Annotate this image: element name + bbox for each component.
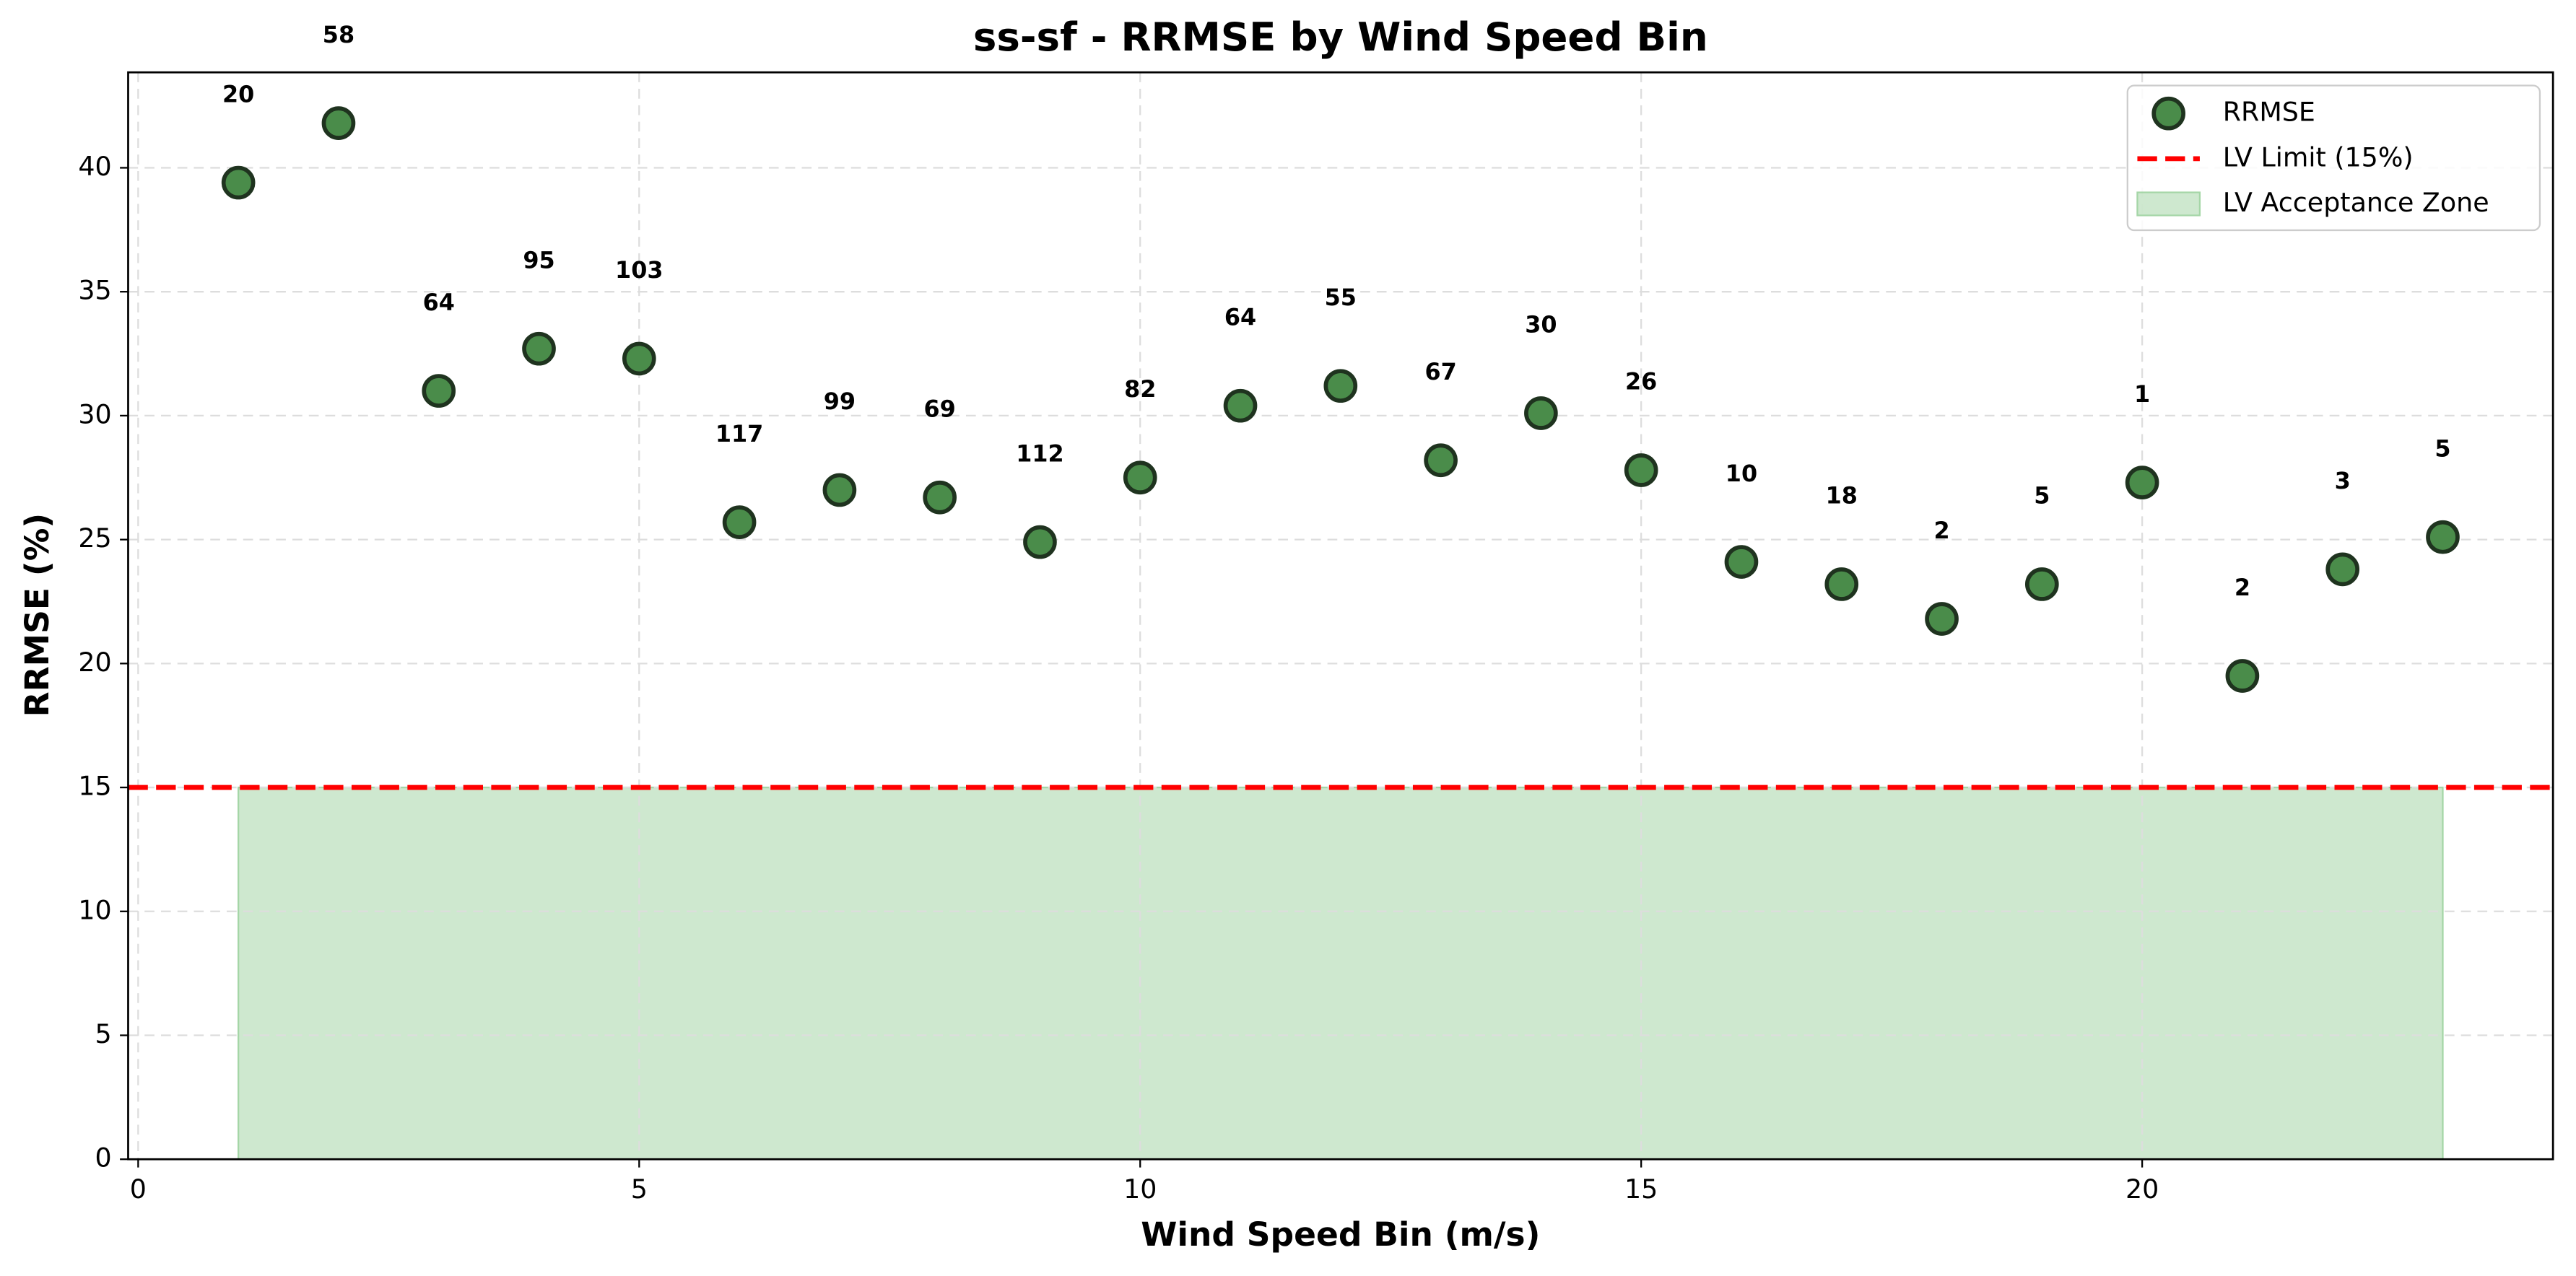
data-point — [1123, 460, 1157, 495]
x-tick-label: 0 — [130, 1174, 147, 1205]
x-tick-label: 20 — [2125, 1174, 2159, 1205]
point-label: 117 — [715, 420, 763, 447]
data-point — [822, 473, 857, 507]
data-point — [2225, 659, 2260, 693]
point-label: 99 — [824, 388, 856, 415]
data-point — [1724, 545, 1759, 579]
data-point — [321, 106, 356, 141]
point-label: 5 — [2034, 482, 2050, 510]
data-point — [1524, 396, 1558, 430]
y-tick-label: 0 — [95, 1142, 112, 1174]
point-label: 55 — [1325, 284, 1357, 311]
point-label: 95 — [523, 246, 554, 274]
point-label: 58 — [323, 21, 354, 48]
point-label: 103 — [615, 256, 663, 284]
data-point — [2025, 567, 2059, 601]
point-label: 2 — [1933, 517, 1949, 544]
data-point — [522, 331, 556, 366]
point-label: 3 — [2335, 467, 2351, 494]
point-label: 64 — [423, 289, 455, 316]
data-point — [1023, 525, 1057, 559]
point-label: 5 — [2434, 434, 2450, 462]
data-point — [1424, 443, 1458, 478]
data-point — [1925, 602, 1959, 636]
x-axis-label: Wind Speed Bin (m/s) — [1141, 1215, 1540, 1254]
y-tick-label: 35 — [78, 275, 111, 306]
data-point — [923, 480, 957, 515]
legend-label: LV Limit (15%) — [2223, 141, 2414, 172]
legend-label: RRMSE — [2223, 97, 2315, 128]
x-tick-label: 15 — [1624, 1174, 1658, 1205]
legend-marker — [2136, 191, 2201, 217]
y-tick-label: 5 — [95, 1018, 112, 1049]
point-label: 18 — [1826, 482, 1858, 510]
point-label: 20 — [222, 80, 254, 108]
acceptance-zone — [238, 786, 2444, 1161]
data-point — [1223, 388, 1258, 423]
legend-marker — [2151, 96, 2185, 131]
point-label: 30 — [1525, 311, 1557, 338]
point-label: 26 — [1625, 368, 1657, 396]
chart-title: ss-sf - RRMSE by Wind Speed Bin — [973, 14, 1708, 60]
y-tick-label: 40 — [78, 151, 111, 182]
data-point — [1323, 369, 1358, 403]
y-tick-label: 20 — [78, 647, 111, 678]
point-label: 1 — [2134, 380, 2150, 408]
data-point — [622, 341, 656, 376]
x-tick-label: 5 — [631, 1174, 648, 1205]
legend-box — [2126, 84, 2541, 232]
point-label: 69 — [924, 395, 956, 422]
point-label: 64 — [1224, 303, 1256, 331]
data-point — [1624, 453, 1658, 487]
point-label: 67 — [1424, 358, 1456, 385]
data-point — [722, 505, 757, 539]
y-tick-label: 10 — [78, 894, 111, 925]
point-label: 10 — [1726, 460, 1757, 487]
data-point — [221, 165, 256, 200]
x-tick-label: 10 — [1123, 1174, 1157, 1205]
data-point — [2426, 520, 2460, 554]
y-axis-label: RRMSE (%) — [18, 513, 56, 717]
point-label: 82 — [1124, 375, 1156, 403]
y-tick-label: 25 — [78, 523, 111, 554]
y-tick-label: 30 — [78, 398, 111, 429]
plot-frame — [127, 71, 2554, 1161]
point-label: 112 — [1016, 440, 1063, 467]
data-point — [422, 374, 456, 408]
data-point — [1824, 567, 1859, 601]
y-tick-label: 15 — [78, 771, 111, 802]
data-point — [2125, 466, 2159, 499]
point-label: 2 — [2235, 574, 2250, 601]
data-point — [2325, 552, 2360, 587]
legend-label: LV Acceptance Zone — [2223, 187, 2489, 218]
